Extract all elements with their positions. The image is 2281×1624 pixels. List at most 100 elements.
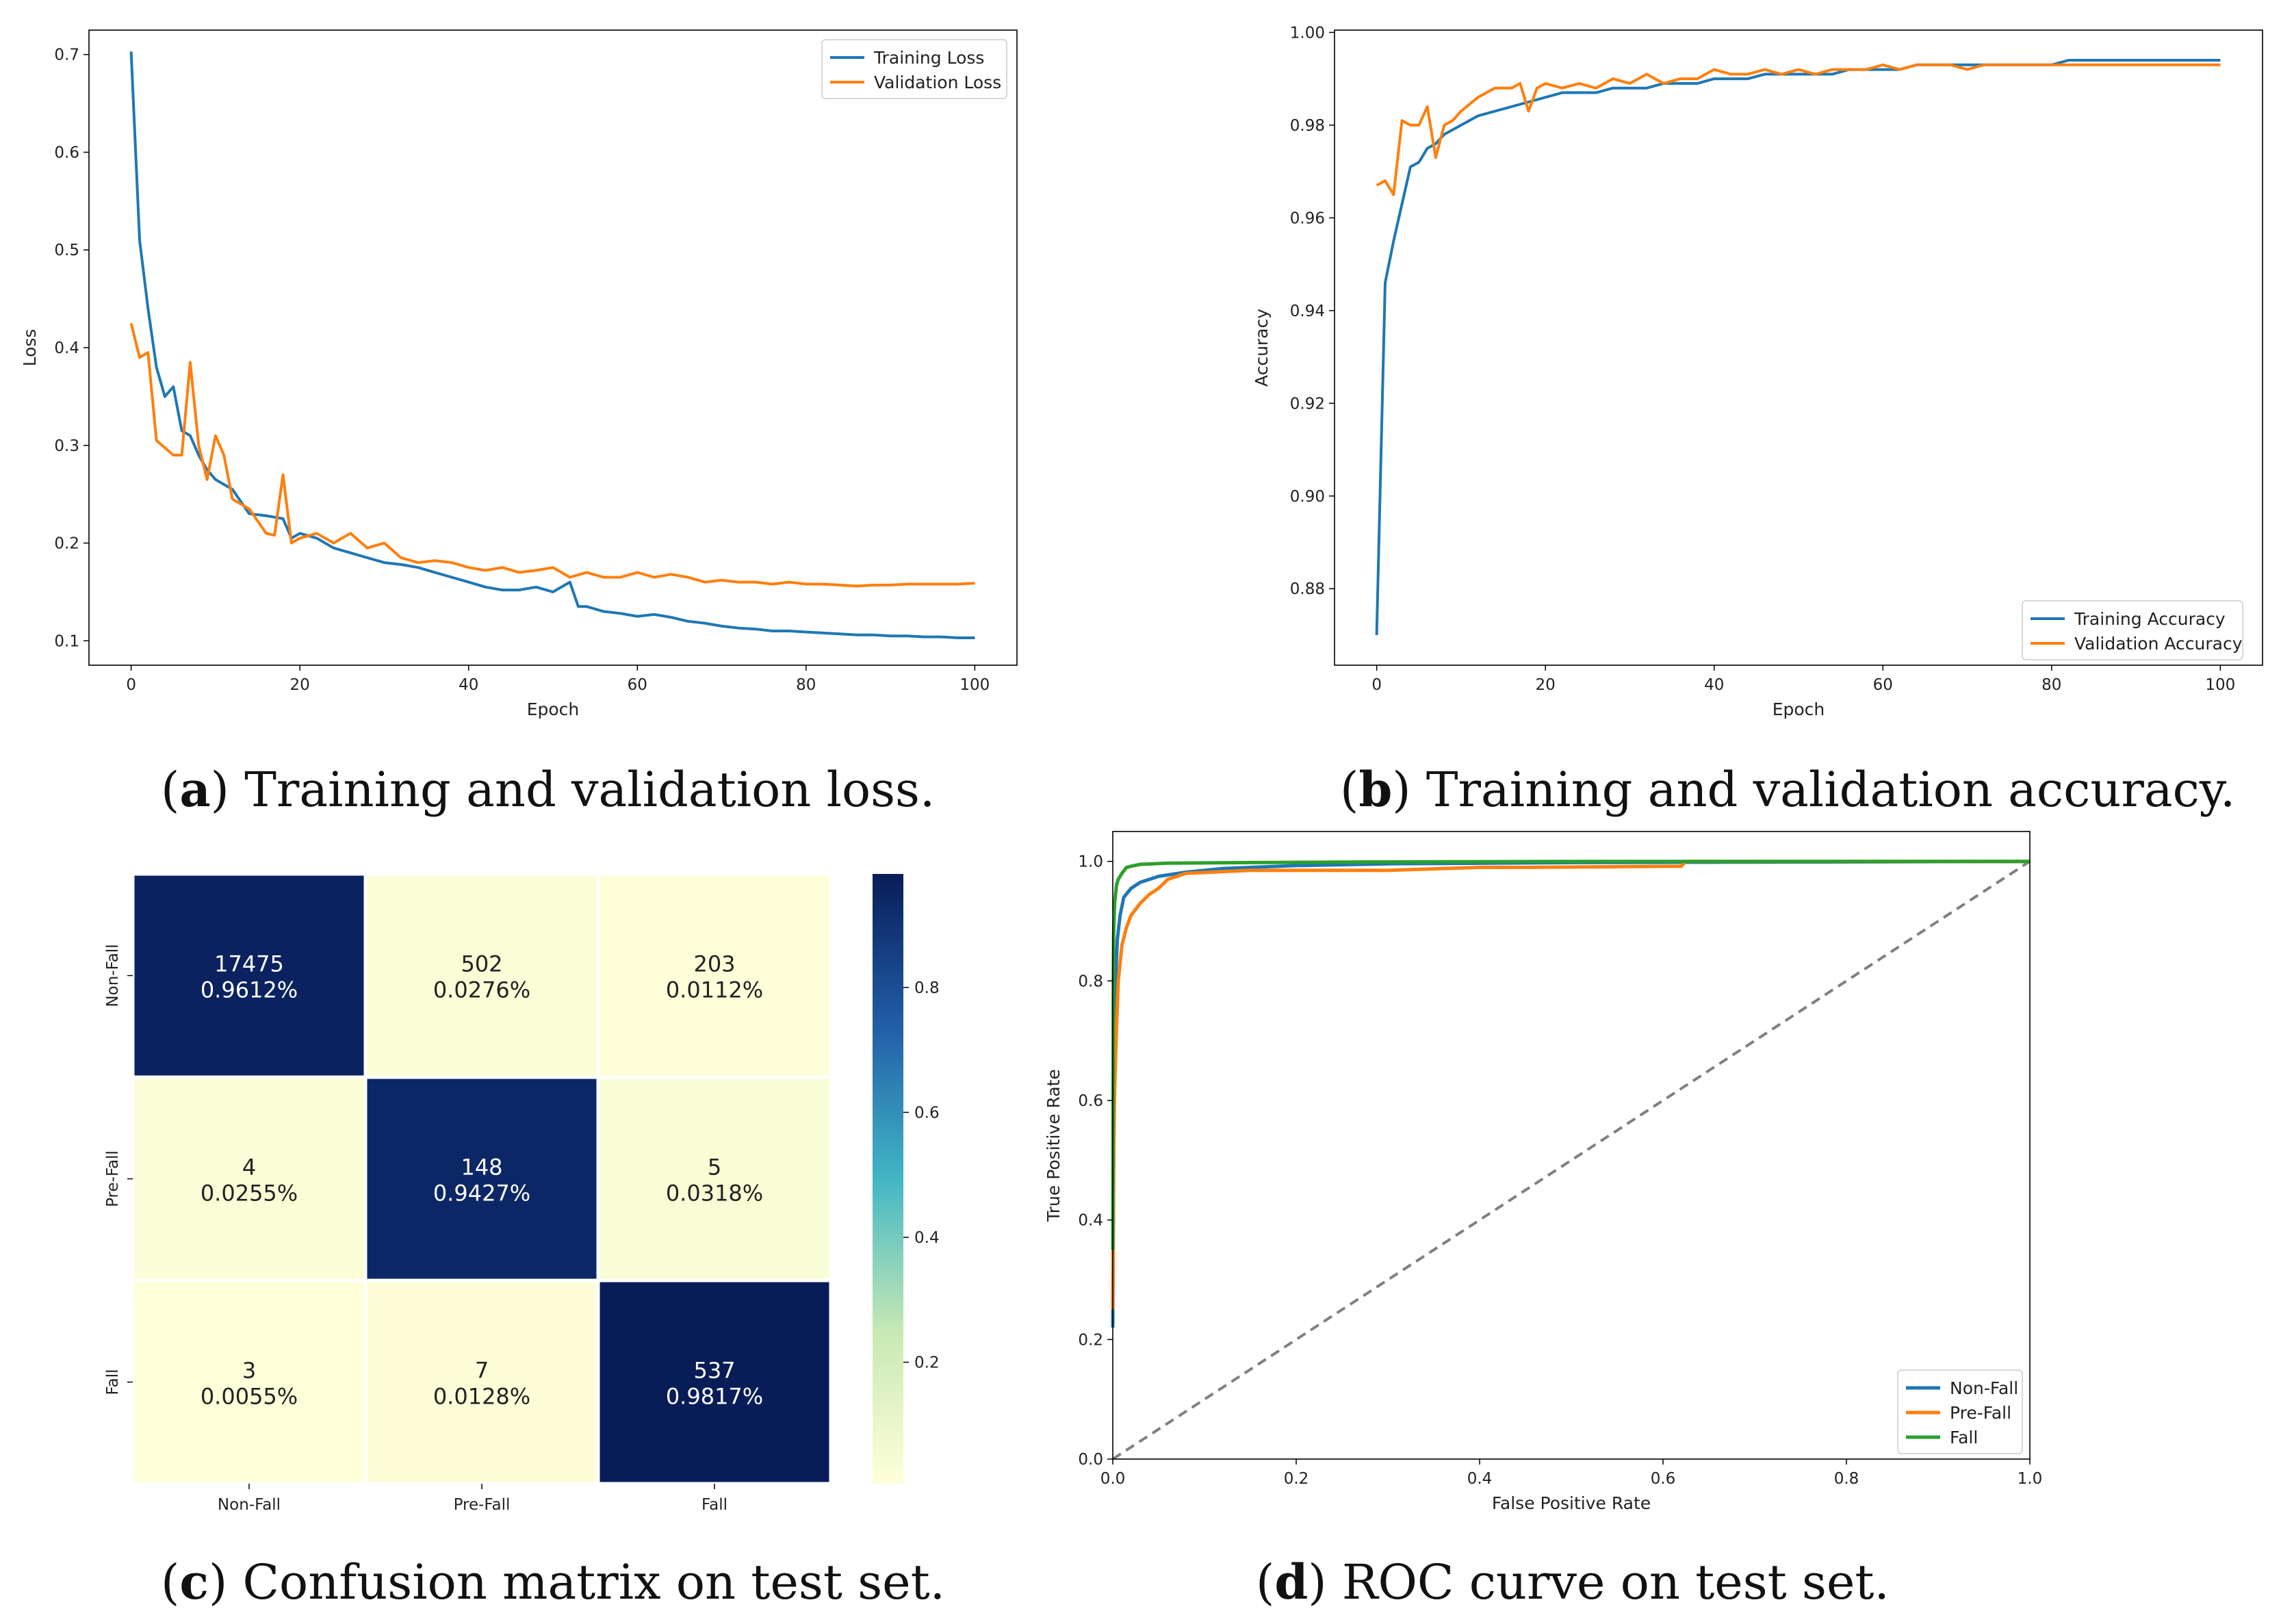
legend-box bbox=[821, 39, 1007, 99]
col-label: Fall bbox=[701, 1496, 727, 1514]
y-axis-label: Accuracy bbox=[1252, 309, 1272, 387]
x-axis-label: Epoch bbox=[1773, 699, 1825, 719]
x-tick-label: 40 bbox=[1704, 676, 1724, 694]
series-line-validation-accuracy bbox=[1376, 63, 2221, 196]
cell-percent: 0.0055% bbox=[201, 1384, 298, 1410]
x-axis-label: False Positive Rate bbox=[1492, 1493, 1651, 1513]
x-tick-label: 100 bbox=[959, 676, 990, 694]
y-tick-label: 0.94 bbox=[1290, 302, 1325, 320]
y-tick-label: 0.88 bbox=[1290, 580, 1325, 598]
y-tick-label: 0.0 bbox=[1078, 1451, 1103, 1469]
cell-count: 17475 bbox=[214, 951, 284, 977]
y-tick-label: 0.4 bbox=[54, 339, 79, 357]
caption-c-letter: c bbox=[179, 1554, 209, 1610]
series-line-training-loss bbox=[129, 51, 975, 639]
y-tick-label: 0.7 bbox=[54, 47, 79, 64]
cell-percent: 0.0318% bbox=[666, 1181, 763, 1207]
loss-chart: 0 20 40 60 80 100 0.1 0.2 0.3 0.4 0.5 0.6 0.7 Epoch Lo… bbox=[20, 29, 1018, 719]
y-tick-label: 0.5 bbox=[54, 242, 79, 259]
caption-d-letter: d bbox=[1274, 1554, 1309, 1610]
caption-d-text: ROC curve on test set. bbox=[1341, 1554, 1890, 1610]
legend-box bbox=[2022, 600, 2243, 660]
col-label: Non-Fall bbox=[218, 1496, 281, 1514]
series-line-fall bbox=[1111, 860, 2030, 1250]
x-tick-label: 0.0 bbox=[1100, 1470, 1126, 1488]
x-tick-label: 1.0 bbox=[2018, 1470, 2043, 1488]
cell-percent: 0.0128% bbox=[433, 1384, 530, 1410]
cell-count: 3 bbox=[242, 1358, 256, 1384]
plot-frame bbox=[88, 29, 1018, 666]
diagonal-reference-line bbox=[1111, 860, 2031, 1460]
y-tick-label: 0.6 bbox=[54, 144, 79, 162]
cell-percent: 0.0255% bbox=[201, 1181, 298, 1207]
row-label: Non-Fall bbox=[104, 944, 122, 1007]
cell-count: 5 bbox=[708, 1155, 721, 1181]
caption-c-text: Confusion matrix on test set. bbox=[242, 1554, 945, 1610]
x-tick-label: 20 bbox=[1536, 676, 1556, 694]
heatmap-cell bbox=[363, 872, 600, 1079]
y-tick-label: 1.0 bbox=[1078, 853, 1103, 871]
plot-frame bbox=[1112, 831, 2031, 1460]
x-tick-label: 60 bbox=[628, 676, 647, 694]
legend-label: Pre-Fall bbox=[1950, 1403, 2011, 1423]
caption-b: (b) Training and validation accuracy. bbox=[1340, 761, 2236, 818]
legend-label: Validation Loss bbox=[874, 73, 1001, 92]
cell-percent: 0.9612% bbox=[201, 977, 298, 1003]
x-tick-label: 0.6 bbox=[1651, 1470, 1676, 1488]
x-tick-label: 60 bbox=[1873, 676, 1893, 694]
cell-percent: 0.0112% bbox=[666, 977, 763, 1003]
x-tick-label: 0 bbox=[1371, 676, 1382, 694]
y-tick-label: 0.90 bbox=[1290, 488, 1325, 506]
caption-a: (a) Training and validation loss. bbox=[161, 761, 936, 818]
x-tick-label: 0.4 bbox=[1467, 1470, 1493, 1488]
x-tick-label: 100 bbox=[2205, 676, 2235, 694]
legend-label: Training Accuracy bbox=[2074, 609, 2226, 629]
y-tick-label: 0.6 bbox=[1078, 1092, 1103, 1110]
y-tick-label: 0.1 bbox=[54, 632, 79, 650]
y-tick-label: 0.2 bbox=[54, 535, 79, 553]
y-tick-label: 0.4 bbox=[1078, 1212, 1103, 1230]
y-axis-label: Loss bbox=[20, 329, 40, 367]
series-line-validation-loss bbox=[129, 322, 975, 588]
y-tick-label: 0.8 bbox=[1078, 972, 1103, 990]
colorbar bbox=[873, 874, 903, 1484]
caption-d: (d) ROC curve on test set. bbox=[1256, 1554, 1890, 1610]
y-tick-label: 1.00 bbox=[1290, 24, 1325, 42]
heatmap-cell bbox=[131, 1075, 368, 1283]
y-tick-label: 0.2 bbox=[1078, 1331, 1103, 1349]
series-line-non-fall bbox=[1111, 860, 2031, 1328]
cell-count: 203 bbox=[693, 951, 735, 977]
heatmap-cell bbox=[363, 1278, 600, 1486]
x-tick-label: 20 bbox=[290, 676, 310, 694]
cell-percent: 0.0276% bbox=[433, 977, 530, 1003]
x-tick-label: 80 bbox=[796, 676, 816, 694]
cell-count: 502 bbox=[461, 951, 502, 977]
heatmap-cell bbox=[596, 872, 833, 1079]
legend-box bbox=[1897, 1369, 2023, 1454]
legend-label: Training Loss bbox=[873, 48, 984, 68]
heatmap-cell bbox=[596, 1075, 833, 1283]
colorbar-tick-label: 0.6 bbox=[914, 1104, 940, 1122]
series-line-training-accuracy bbox=[1375, 59, 2221, 636]
cell-count: 148 bbox=[461, 1155, 502, 1181]
cell-count: 7 bbox=[475, 1358, 489, 1384]
y-tick-label: 0.96 bbox=[1290, 209, 1325, 227]
plot-frame bbox=[1334, 29, 2263, 666]
accuracy-chart: 0 20 40 60 80 100 0.88 0.90 0.92 0.94 0.96 0.98 1.00… bbox=[1252, 24, 2263, 719]
colorbar-tick-label: 0.2 bbox=[914, 1354, 940, 1371]
x-axis-label: Epoch bbox=[527, 699, 580, 719]
legend-label: Non-Fall bbox=[1950, 1378, 2018, 1398]
cell-percent: 0.9427% bbox=[433, 1181, 530, 1207]
x-tick-label: 0.8 bbox=[1834, 1470, 1859, 1488]
y-tick-label: 0.98 bbox=[1290, 117, 1325, 135]
caption-a-text: Training and validation loss. bbox=[244, 762, 936, 818]
y-tick-label: 0.3 bbox=[54, 437, 79, 455]
y-axis-label: True Positive Rate bbox=[1044, 1069, 1064, 1222]
x-tick-label: 80 bbox=[2041, 676, 2061, 694]
caption-b-text: Training and validation accuracy. bbox=[1426, 762, 2236, 818]
col-label: Pre-Fall bbox=[454, 1496, 511, 1514]
cell-percent: 0.9817% bbox=[666, 1384, 763, 1410]
row-label: Pre-Fall bbox=[104, 1150, 122, 1207]
